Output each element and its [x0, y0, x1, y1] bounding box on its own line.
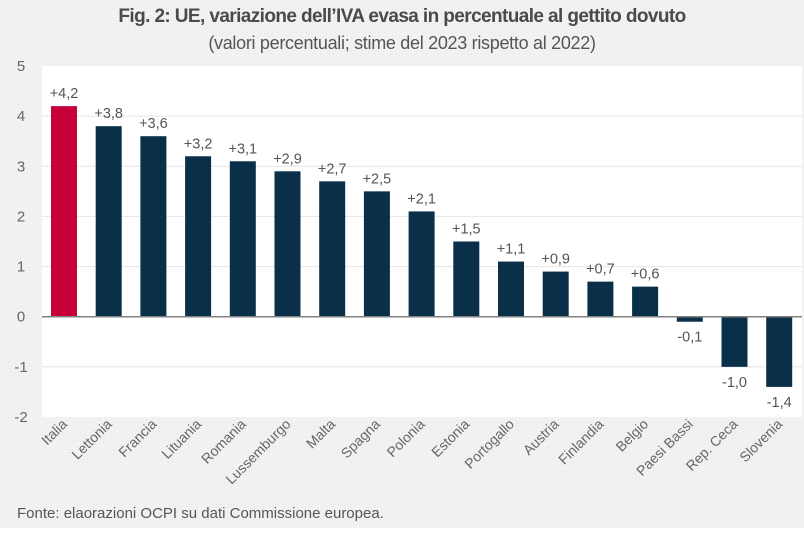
- bar-lettonia: [95, 126, 122, 317]
- bar-romania: [229, 161, 256, 317]
- bar-austria: [542, 271, 569, 317]
- x-tick-label: Belgio: [612, 416, 651, 455]
- data-label: +1,5: [452, 222, 481, 238]
- x-tick-label: Polonia: [383, 416, 427, 460]
- data-label: +4,2: [50, 86, 79, 102]
- y-tick-label: 3: [17, 158, 25, 175]
- data-label: -1,4: [767, 395, 792, 411]
- chart-title: Fig. 2: UE, variazione dell’IVA evasa in…: [118, 6, 686, 27]
- bar-spagna: [363, 191, 390, 317]
- y-axis-ticks: 5 4 3 2 1 0 -1 -2: [14, 58, 27, 426]
- data-label: +1,1: [497, 242, 526, 258]
- x-tick-label: Spagna: [338, 416, 384, 462]
- bar-lussemburgo: [274, 171, 301, 317]
- bar-slovenia: [766, 316, 793, 387]
- bar-lituania: [185, 156, 212, 317]
- data-label: +0,6: [631, 267, 660, 283]
- data-label: +3,8: [94, 106, 123, 122]
- bar-malta: [319, 181, 346, 317]
- bars: [51, 106, 793, 387]
- x-tick-label: Malta: [303, 416, 339, 452]
- bar-portogallo: [498, 261, 524, 317]
- data-label: +2,1: [407, 191, 436, 207]
- data-label: +0,7: [586, 262, 615, 278]
- data-label: +2,9: [273, 151, 302, 167]
- data-labels: +4,2 +3,8 +3,6 +3,2 +3,1 +2,9 +2,7 +2,5 +2,1 +1,5…: [50, 86, 792, 411]
- x-tick-label: Austria: [520, 416, 562, 458]
- bar-rep-ceca: [721, 316, 748, 367]
- data-label: +3,1: [228, 141, 257, 157]
- data-label: -1,0: [722, 375, 747, 391]
- data-label: +0,9: [541, 252, 570, 268]
- y-tick-label: 4: [17, 108, 25, 125]
- y-tick-label: 1: [17, 259, 25, 276]
- x-tick-label: Italia: [38, 416, 70, 448]
- x-tick-label: Lettonia: [68, 416, 115, 463]
- bar-paesi-bassi: [676, 316, 703, 322]
- x-tick-label: Portogallo: [461, 416, 517, 472]
- data-label: +3,6: [139, 116, 168, 132]
- bar-estonia: [453, 241, 480, 317]
- bar-finlandia: [587, 281, 614, 317]
- x-tick-label: Francia: [115, 416, 159, 460]
- bar-francia: [140, 136, 167, 317]
- source-note: Fonte: elaorazioni OCPI su dati Commissi…: [17, 505, 384, 522]
- data-label: +2,5: [363, 171, 392, 187]
- bar-italia: [51, 106, 77, 317]
- x-tick-label: Slovenia: [736, 416, 785, 465]
- data-label: -0,1: [677, 330, 702, 346]
- chart-subtitle: (valori percentuali; stime del 2023 risp…: [208, 33, 596, 53]
- bar-polonia: [408, 211, 435, 317]
- x-tick-label: Estonia: [428, 416, 472, 460]
- x-tick-label: Finlandia: [555, 416, 607, 468]
- y-tick-label: 0: [17, 309, 25, 326]
- y-tick-label: -1: [14, 359, 27, 376]
- y-tick-label: -2: [14, 409, 27, 426]
- y-tick-label: 2: [17, 208, 25, 225]
- y-tick-label: 5: [17, 58, 25, 75]
- bar-belgio: [632, 286, 659, 317]
- data-label: +3,2: [184, 136, 213, 152]
- data-label: +2,7: [318, 161, 347, 177]
